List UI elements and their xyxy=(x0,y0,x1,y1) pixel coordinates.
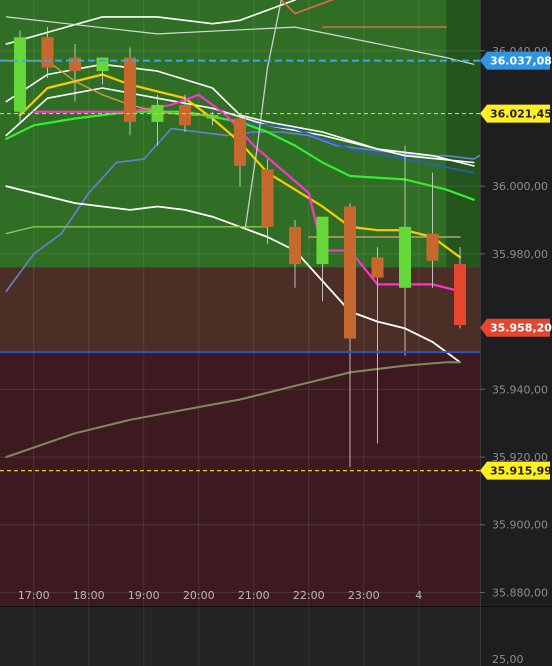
price-badge-label-4: 35.915,99 xyxy=(490,465,552,478)
panel-separator xyxy=(0,606,552,607)
gridlines xyxy=(0,0,480,606)
candle-body-0 xyxy=(14,37,26,112)
series-line-14 xyxy=(244,0,282,228)
zone-forecast-shade xyxy=(446,0,480,268)
zone-2 xyxy=(0,352,480,606)
y-tick-label-6: 35.880,00 xyxy=(492,586,548,599)
candle-body-3 xyxy=(96,57,109,72)
series-line-10 xyxy=(32,93,462,293)
lower-panel-axis-background xyxy=(480,607,552,666)
x-tick-label-7: 4 xyxy=(415,589,422,602)
candle-body-6 xyxy=(179,104,191,126)
x-tick-label-0: 17:00 xyxy=(18,589,50,602)
series-line-0 xyxy=(5,0,296,45)
candle-body-15 xyxy=(426,233,439,261)
price-badge-0 xyxy=(480,51,550,70)
candle-body-16 xyxy=(454,264,466,326)
series-line-1 xyxy=(280,0,334,15)
candle-body-9 xyxy=(261,169,274,227)
candle-body-8 xyxy=(234,118,246,166)
candle-body-2 xyxy=(69,57,81,72)
x-tick-label-5: 22:00 xyxy=(293,589,325,602)
candle-body-4 xyxy=(124,57,136,122)
candle-body-7 xyxy=(206,115,219,119)
series-line-5 xyxy=(5,63,475,167)
candle-body-12 xyxy=(344,206,356,339)
lower-panel-background xyxy=(0,607,480,666)
y-tick-label-1: 36.000,00 xyxy=(492,180,548,193)
candle-body-13 xyxy=(371,257,384,278)
price-badge-2 xyxy=(480,318,550,337)
price-badge-label-2: 35.958,20 xyxy=(490,322,552,335)
y-tick-label-2: 35.980,00 xyxy=(492,248,548,261)
lower-panel: 25,00 xyxy=(0,606,552,666)
series-line-12 xyxy=(5,361,461,458)
x-tick-label-2: 19:00 xyxy=(128,589,160,602)
candle-body-11 xyxy=(316,216,329,265)
x-tick-label-4: 21:00 xyxy=(238,589,270,602)
price-levels xyxy=(0,59,480,472)
candle-body-14 xyxy=(399,226,411,288)
x-tick-label-6: 23:00 xyxy=(348,589,380,602)
price-badge-label-0: 36.037,08 xyxy=(490,55,552,68)
lower-panel-tick-label: 25,00 xyxy=(492,653,524,666)
y-tick-label-4: 35.920,00 xyxy=(492,451,548,464)
time-axis: 17:00 18:00 19:00 20:00 21:00 22:00 23:00 4 xyxy=(18,589,422,602)
y-tick-label-5: 35.900,00 xyxy=(492,519,548,532)
price-badge-label-1: 36.021,45 xyxy=(490,108,552,121)
price-badge-1 xyxy=(480,104,550,123)
x-tick-label-1: 18:00 xyxy=(73,589,105,602)
x-tick-label-3: 20:00 xyxy=(183,589,215,602)
candlesticks xyxy=(14,27,466,468)
candle-body-1 xyxy=(41,37,54,68)
price-axis: 35.880,00 35.900,00 35.920,00 35.940,00 35.9… xyxy=(480,0,552,666)
y-tick-label-3: 35.940,00 xyxy=(492,383,548,396)
price-axis-background xyxy=(480,0,552,606)
series-line-4 xyxy=(5,127,503,293)
price-badge-4 xyxy=(480,461,550,480)
price-zones xyxy=(0,0,480,606)
candle-body-10 xyxy=(289,226,301,265)
series-line-13 xyxy=(5,226,269,235)
